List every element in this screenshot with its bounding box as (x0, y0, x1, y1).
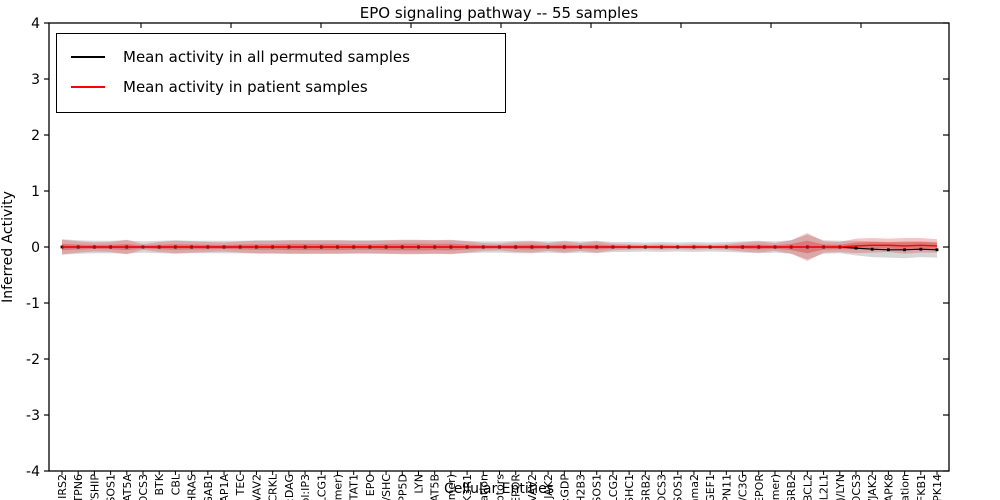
legend-line-patient-icon (71, 86, 105, 88)
x-tick-label: MAPK14 (931, 474, 944, 500)
x-tick-label: VAV2 (250, 474, 263, 500)
x-tick-label: CRKL/CBL/C3G (737, 474, 750, 500)
legend-label-permuted: Mean activity in all permuted samples (123, 48, 410, 66)
x-tick-label: SH2B3 (575, 474, 588, 500)
x-tick-label: STAT5A (121, 474, 134, 500)
x-tick-label: BTK (153, 473, 166, 495)
legend-entry-patient: Mean activity in patient samples (71, 72, 491, 102)
x-tick-label: mol:DAG (283, 474, 296, 500)
permuted-mean-marker (935, 248, 939, 252)
x-tick-label: TEC (234, 474, 247, 497)
y-tick-label: -4 (26, 464, 40, 480)
x-tick-label: BCL2 (801, 474, 814, 500)
legend-label-patient: Mean activity in patient samples (123, 78, 368, 96)
x-tick-label: PIK3R1 (461, 474, 474, 500)
x-tick-label: HRAS (186, 474, 199, 500)
permuted-mean-marker (870, 247, 874, 251)
y-tick-label: 4 (31, 16, 40, 32)
permuted-mean-marker (887, 248, 890, 252)
patient-mean-line (62, 244, 938, 248)
x-tick-label: GAB1 (202, 474, 215, 500)
x-tick-label: LYN (413, 474, 426, 494)
x-tick-label: EPO/EPOR (753, 474, 766, 500)
x-tick-label: CBL (169, 473, 182, 495)
x-tick-label: mol:GDP (558, 474, 571, 500)
x-tick-label: LYN/PLCgamma2 (688, 474, 701, 500)
legend-entry-permuted: Mean activity in all permuted samples (71, 42, 491, 72)
x-tick-label: IRS2 (56, 474, 69, 499)
x-tick-label: EPO/EPOR (dimer)/SOCS3 (850, 474, 863, 500)
x-tick-label: EPOR/TRPC2/IP3 Receptors (494, 474, 507, 500)
y-tick-label: 0 (31, 240, 40, 256)
x-tick-label: TEC/VAV2/GRB2 (785, 474, 798, 500)
x-tick-label: STAT5B (429, 474, 442, 500)
x-tick-label: CRKL (267, 473, 280, 500)
permuted-mean-marker (903, 248, 906, 252)
x-tick-label: JAK2 (542, 474, 555, 500)
x-tick-label: EPO/EPOR (dimer) (769, 474, 782, 500)
y-tick-label: -1 (26, 296, 40, 312)
x-tick-label: MAPK8 (882, 474, 895, 500)
chart-title: EPO signaling pathway -- 55 samples (359, 4, 639, 22)
x-tick-label: PLCG2 (607, 474, 620, 500)
x-tick-label: EPO/EPOR (dimer)/LYN (834, 474, 847, 500)
x-tick-label: EPO/EPOR (dimer)/JAK2 (866, 474, 879, 500)
x-tick-label: PI3K regualtory subunit polypeptide 1/IR… (88, 474, 101, 500)
x-tick-label: STAT5 (dimer) (445, 474, 458, 500)
x-tick-label: PTPN6 (72, 474, 85, 500)
y-axis-label: Inferred Activity (0, 191, 16, 303)
legend-line-permuted-icon (71, 56, 105, 58)
x-tick-label: GRB2 (639, 474, 652, 500)
x-tick-label: RAP1A (218, 474, 231, 500)
x-tick-label: STAT1 (dimer) (332, 474, 345, 500)
legend: Mean activity in all permuted samples Me… (56, 33, 506, 113)
y-tick-label: 3 (31, 72, 40, 88)
permuted-mean-marker (854, 246, 858, 250)
x-tick-label: PLCG1 (315, 474, 328, 500)
x-tick-label: BCL2L1 (818, 474, 831, 500)
x-tick-label: SOCS3 (656, 474, 669, 500)
x-tick-label: EPO/EPOR (dimer)/JAK2/SOCS3 (137, 474, 150, 500)
x-tick-label: elevation of cytosolic calcium ion conce… (477, 474, 490, 500)
x-tick-label: SHC1 (623, 474, 636, 500)
y-tick-label: 2 (31, 128, 40, 144)
x-tick-label: GAB1/SHIP/PIK3R1/SHP2/SHC (380, 474, 393, 500)
x-tick-label: SHC/Grb2/SOS1 (105, 474, 118, 500)
x-tick-label: EPO (364, 474, 377, 497)
x-tick-label: GAB1/SHC/GRB2/SOS1 (591, 474, 604, 500)
x-tick-label: STAT1 (348, 474, 361, 500)
y-tick-label: -3 (26, 408, 40, 424)
x-tick-label: cell proliferation (899, 474, 912, 500)
x-tick-label: PTPN11 (720, 474, 733, 500)
x-tick-label: RAPGEF1 (704, 474, 717, 500)
x-tick-label: TEC/VAV2 (526, 474, 539, 500)
x-axis-label: Cellular Entities (443, 481, 555, 497)
x-tick-label: EPOR (510, 474, 523, 500)
x-tick-label: NFKB1 (915, 474, 928, 500)
y-tick-label: -2 (26, 352, 40, 368)
x-tick-label: SOS1 (672, 474, 685, 500)
permuted-mean-marker (919, 247, 923, 251)
x-tick-label: INPP5D (396, 474, 409, 500)
y-tick-label: 1 (31, 184, 40, 200)
x-tick-label: mol:IP3 (299, 474, 312, 500)
